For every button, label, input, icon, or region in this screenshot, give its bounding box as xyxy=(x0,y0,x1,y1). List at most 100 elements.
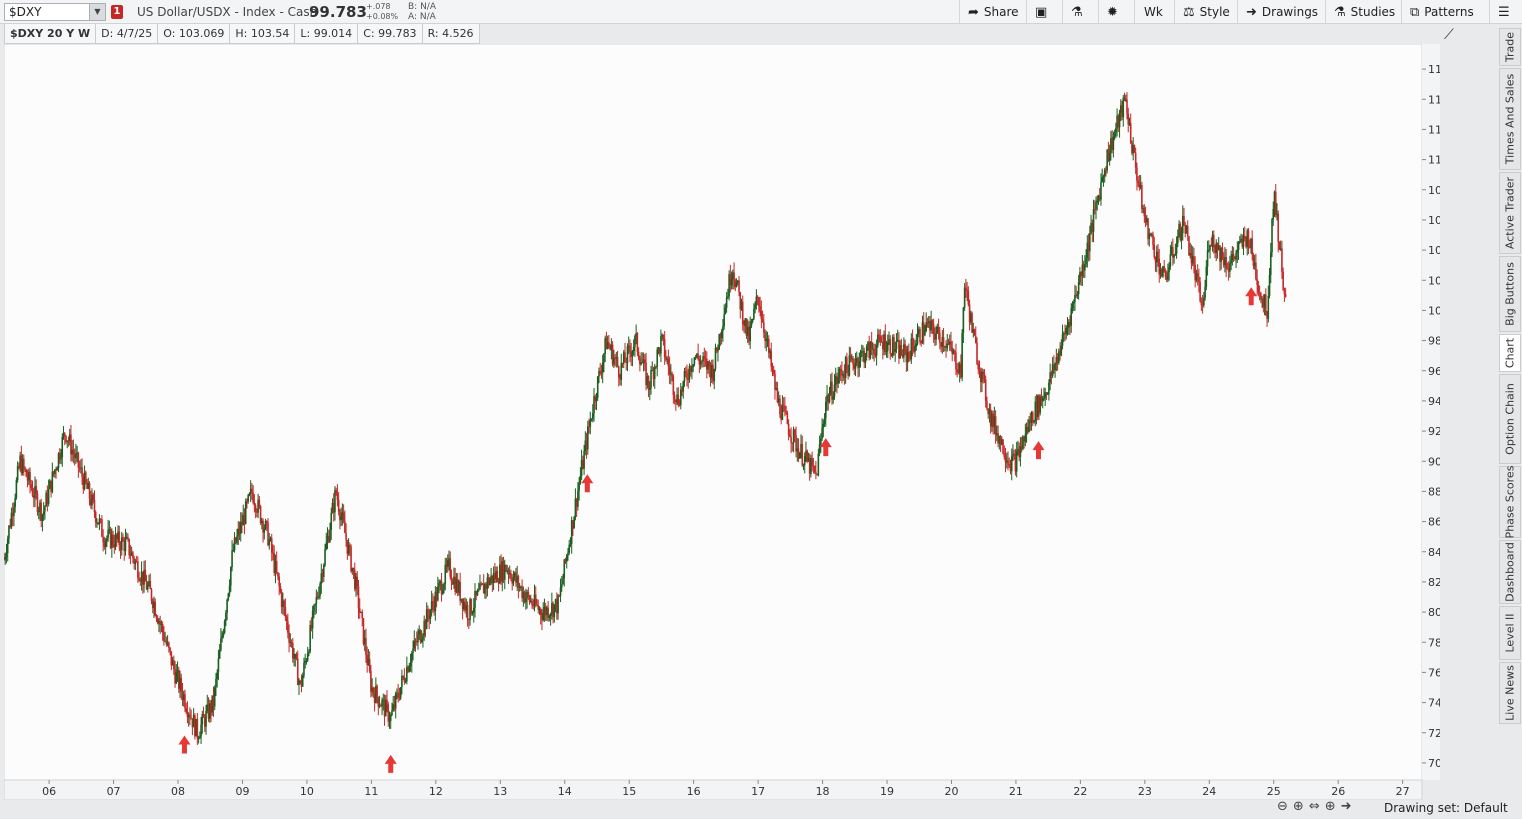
candle-body xyxy=(625,362,628,364)
candle-body xyxy=(1071,303,1074,309)
candle-body xyxy=(533,594,536,606)
y-tick-label: 112 xyxy=(1428,123,1440,136)
candle-body xyxy=(284,606,287,617)
side-tab-big-buttons[interactable]: Big Buttons xyxy=(1499,256,1521,332)
zoom-out-icon[interactable]: ⊖ xyxy=(1277,799,1293,814)
candle-body xyxy=(403,677,406,682)
candle-body xyxy=(748,326,750,342)
side-tab-label: Phase Scores xyxy=(1503,465,1517,539)
candle-body xyxy=(920,341,923,343)
candle-body xyxy=(353,569,356,590)
candle-body xyxy=(31,488,34,496)
side-tab-level-ii[interactable]: Level II xyxy=(1499,606,1521,660)
candle-body xyxy=(392,704,395,711)
candle-body xyxy=(549,613,552,616)
style-button[interactable]: ⚖ Style xyxy=(1174,0,1237,24)
candle-body xyxy=(517,576,520,588)
candle-body xyxy=(1080,272,1082,277)
candle-body xyxy=(1146,218,1148,223)
arrow-right-icon[interactable]: ➜ xyxy=(1340,799,1357,814)
zoom-in-icon[interactable]: ⊕ xyxy=(1292,799,1309,814)
candle-body xyxy=(1215,242,1218,253)
flask-button[interactable]: ⚗ xyxy=(1062,0,1098,24)
side-tab-option-chain[interactable]: Option Chain xyxy=(1499,374,1521,464)
candle-body xyxy=(481,583,484,585)
candle-body xyxy=(1235,252,1237,260)
side-tab-phase-scores[interactable]: Phase Scores xyxy=(1499,466,1521,538)
symbol-input[interactable]: $DXY ▼ xyxy=(4,3,106,21)
candle-body xyxy=(439,581,442,584)
candle-body xyxy=(308,651,310,654)
candle-body xyxy=(134,561,137,564)
style-icon: ⚖ xyxy=(1183,5,1195,20)
candle-body xyxy=(998,436,1001,444)
drawing-set-label[interactable]: Drawing set: Default xyxy=(1384,801,1508,815)
candle-body xyxy=(1022,436,1024,450)
candle-body xyxy=(869,341,872,358)
side-tab-times-and-sales[interactable]: Times And Sales xyxy=(1499,68,1521,170)
side-tab-live-news[interactable]: Live News xyxy=(1499,662,1521,724)
chart-area[interactable]: 70 72 74 76 78 80 82 84 86 88 90 92 94 96 98 100 102 104 1… xyxy=(4,44,1440,800)
candle-body xyxy=(1150,234,1153,236)
share-button[interactable]: ➦ Share xyxy=(959,0,1026,24)
settings-button[interactable]: ✹ xyxy=(1098,0,1134,24)
price-chart[interactable]: 70 72 74 76 78 80 82 84 86 88 90 92 94 96 98 100 102 104 1… xyxy=(4,44,1440,800)
candle-body xyxy=(1069,322,1071,326)
candle-body xyxy=(520,586,522,588)
candle-body xyxy=(594,396,597,402)
top-toolbar: $DXY ▼ 1 US Dollar/USDX - Index - Cash 9… xyxy=(0,0,1522,24)
candle-body xyxy=(1059,351,1061,356)
symbol-dropdown-icon[interactable]: ▼ xyxy=(89,4,105,20)
candle-body xyxy=(807,457,810,462)
candle-body xyxy=(282,600,284,607)
candle-body xyxy=(970,313,972,323)
candle-body xyxy=(614,357,616,359)
candle-body xyxy=(311,610,314,629)
candle-body xyxy=(192,715,195,728)
candle-body xyxy=(330,512,333,530)
candle-body xyxy=(855,358,858,363)
side-tab-active-trader[interactable]: Active Trader xyxy=(1499,172,1521,254)
candle-body xyxy=(704,358,707,360)
candle-body xyxy=(528,596,531,602)
crosshair-icon[interactable]: ⊕ xyxy=(1324,799,1341,814)
aggregation-button[interactable]: Wk xyxy=(1134,0,1174,24)
candle-body xyxy=(1033,421,1035,423)
pan-icon[interactable]: ⇔ xyxy=(1308,799,1325,814)
candle-body xyxy=(1074,295,1076,302)
candle-body xyxy=(251,488,253,493)
candle-body xyxy=(506,570,509,572)
candle-body xyxy=(413,640,416,649)
candle-body xyxy=(1072,301,1075,304)
candle-body xyxy=(384,699,387,717)
chart-type-icon[interactable]: ⟋ xyxy=(1444,27,1454,43)
candle-body xyxy=(445,564,448,567)
studies-button[interactable]: ⚗ Studies xyxy=(1325,0,1401,24)
patterns-button[interactable]: ⧉ Patterns xyxy=(1401,0,1489,24)
snapshot-button[interactable]: ▣ xyxy=(1026,0,1062,24)
candle-body xyxy=(1043,397,1045,399)
menu-button[interactable]: ☰ xyxy=(1489,0,1522,24)
candle-body xyxy=(335,490,337,494)
candle-body xyxy=(701,361,703,363)
candle-body xyxy=(815,471,817,474)
candle-body xyxy=(564,559,567,562)
side-tab-dashboard[interactable]: Dashboard xyxy=(1499,540,1521,604)
candle-body xyxy=(18,466,20,468)
candle-body xyxy=(465,605,468,611)
candle-body xyxy=(1126,99,1128,114)
candle-body xyxy=(237,528,240,536)
side-tab-chart[interactable]: Chart xyxy=(1499,334,1521,372)
candle-body xyxy=(1097,195,1100,201)
flask-studies-icon: ⚗ xyxy=(1334,5,1346,20)
candle-body xyxy=(553,604,556,618)
drawings-button[interactable]: ➜ Drawings xyxy=(1237,0,1325,24)
candle-body xyxy=(24,467,26,470)
candle-body xyxy=(578,483,580,491)
candle-body xyxy=(499,564,501,584)
candle-body xyxy=(1177,236,1179,244)
alert-badge[interactable]: 1 xyxy=(111,5,123,19)
candle-body xyxy=(50,480,52,492)
side-tab-trade[interactable]: Trade xyxy=(1499,28,1521,66)
candle-body xyxy=(164,640,166,642)
